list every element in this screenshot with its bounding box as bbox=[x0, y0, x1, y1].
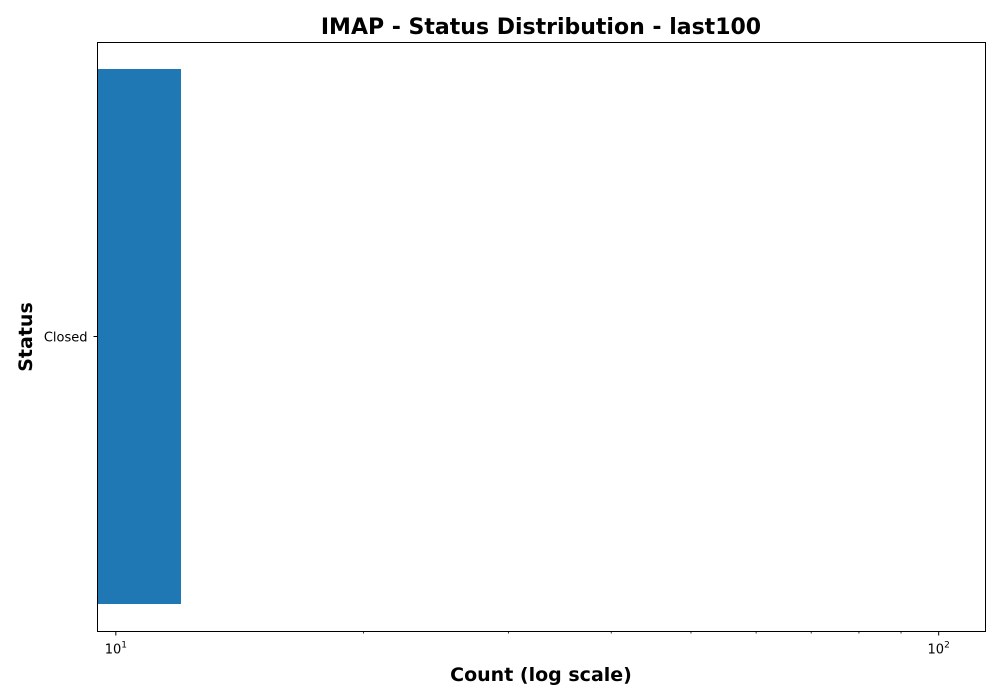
chart-title: IMAP - Status Distribution - last100 bbox=[321, 15, 761, 40]
x-tick-label: 101 bbox=[105, 641, 127, 658]
x-axis-label: Count (log scale) bbox=[450, 664, 632, 686]
y-axis-label: Status bbox=[15, 302, 37, 372]
x-tick-label: 102 bbox=[928, 641, 950, 658]
y-tick-label: Closed bbox=[44, 331, 88, 346]
bar-closed bbox=[97, 69, 181, 604]
plot-frame bbox=[97, 42, 986, 632]
plot-area bbox=[97, 69, 181, 604]
